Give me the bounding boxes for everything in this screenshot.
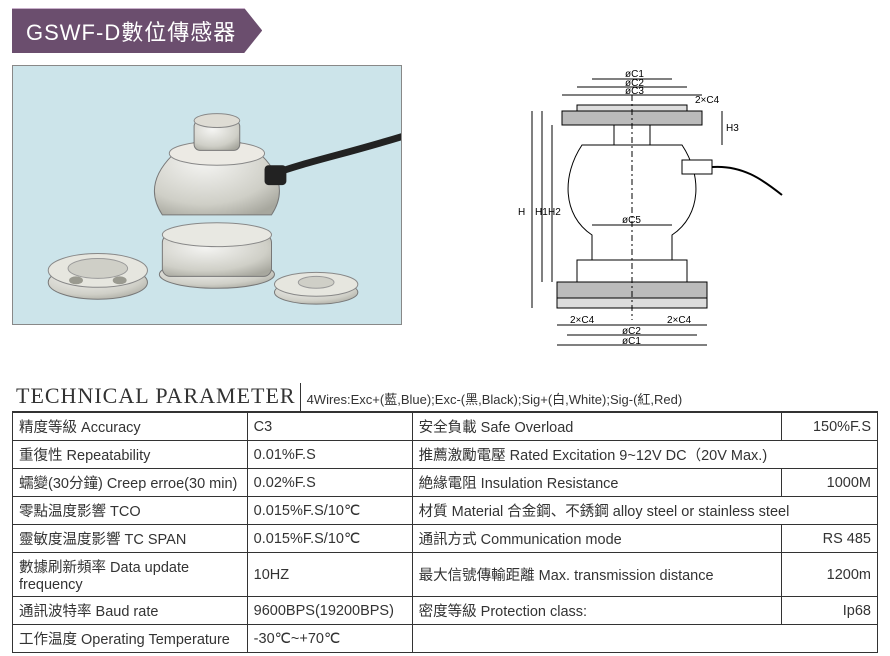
- param-label: 靈敏度温度影響 TC SPAN: [13, 525, 248, 553]
- top-row: øC1 øC2 øC3 2×C4 H H1 H2 H3 øC5: [12, 65, 878, 365]
- param-value: 1200m: [782, 553, 878, 597]
- table-row: 工作温度 Operating Temperature-30℃~+70℃: [13, 625, 878, 653]
- table-row: 靈敏度温度影響 TC SPAN0.015%F.S/10℃通訊方式 Communi…: [13, 525, 878, 553]
- empty-cell: [412, 625, 877, 653]
- param-label: 零點温度影響 TCO: [13, 497, 248, 525]
- param-label: 密度等級 Protection class:: [412, 597, 781, 625]
- dim-2xc4-top: 2×C4: [695, 95, 720, 106]
- param-value: 0.015%F.S/10℃: [247, 497, 412, 525]
- param-value: C3: [247, 413, 412, 441]
- param-label: 最大信號傳輸距離 Max. transmission distance: [412, 553, 781, 597]
- dim-h2: H2: [548, 207, 561, 218]
- table-row: 重復性 Repeatability0.01%F.S推薦激勵電壓 Rated Ex…: [13, 441, 878, 469]
- param-label: 材質 Material 合金鋼、不銹鋼 alloy steel or stain…: [412, 497, 877, 525]
- param-value: 0.01%F.S: [247, 441, 412, 469]
- dim-oc5: øC5: [622, 215, 641, 226]
- param-label: 絶緣電阻 Insulation Resistance: [412, 469, 781, 497]
- param-label: 推薦激勵電壓 Rated Excitation 9~12V DC（20V Max…: [412, 441, 877, 469]
- param-value: -30℃~+70℃: [247, 625, 412, 653]
- dim-2xc4-br: 2×C4: [667, 315, 692, 326]
- dim-oc3-top: øC3: [625, 86, 644, 97]
- technical-drawing: øC1 øC2 øC3 2×C4 H H1 H2 H3 øC5: [442, 65, 822, 365]
- parameter-title: TECHNICAL PARAMETER: [12, 383, 301, 411]
- param-value: Ip68: [782, 597, 878, 625]
- wires-note: 4Wires:Exc+(藍,Blue);Exc-(黑,Black);Sig+(白…: [301, 389, 683, 411]
- param-label: 通訊方式 Communication mode: [412, 525, 781, 553]
- dim-h3: H3: [726, 123, 739, 134]
- drawing-svg: øC1 øC2 øC3 2×C4 H H1 H2 H3 øC5: [442, 65, 822, 365]
- dim-oc1-bot: øC1: [622, 336, 641, 347]
- page-title: GSWF-D數位傳感器: [26, 20, 236, 45]
- dim-h1: H1: [535, 207, 548, 218]
- product-photo: [12, 65, 402, 325]
- param-value: 0.015%F.S/10℃: [247, 525, 412, 553]
- param-value: 10HZ: [247, 553, 412, 597]
- param-label: 工作温度 Operating Temperature: [13, 625, 248, 653]
- param-label: 精度等級 Accuracy: [13, 413, 248, 441]
- dim-h: H: [518, 207, 525, 218]
- param-label: 蠕變(30分鐘) Creep erroe(30 min): [13, 469, 248, 497]
- param-value: 9600BPS(19200BPS): [247, 597, 412, 625]
- param-label: 安全負載 Safe Overload: [412, 413, 781, 441]
- table-row: 精度等級 AccuracyC3安全負載 Safe Overload150%F.S: [13, 413, 878, 441]
- param-label: 數據刷新頻率 Data update frequency: [13, 553, 248, 597]
- param-value: 1000M: [782, 469, 878, 497]
- parameter-header: TECHNICAL PARAMETER 4Wires:Exc+(藍,Blue);…: [12, 383, 878, 412]
- dim-2xc4-bl: 2×C4: [570, 315, 595, 326]
- param-value: 150%F.S: [782, 413, 878, 441]
- param-value: 0.02%F.S: [247, 469, 412, 497]
- table-row: 零點温度影響 TCO0.015%F.S/10℃材質 Material 合金鋼、不…: [13, 497, 878, 525]
- parameter-table: 精度等級 AccuracyC3安全負載 Safe Overload150%F.S…: [12, 412, 878, 653]
- param-value: RS 485: [782, 525, 878, 553]
- page-title-bar: GSWF-D數位傳感器: [12, 8, 262, 53]
- param-label: 重復性 Repeatability: [13, 441, 248, 469]
- param-label: 通訊波特率 Baud rate: [13, 597, 248, 625]
- table-row: 數據刷新頻率 Data update frequency10HZ最大信號傳輸距離…: [13, 553, 878, 597]
- table-row: 通訊波特率 Baud rate9600BPS(19200BPS)密度等級 Pro…: [13, 597, 878, 625]
- table-row: 蠕變(30分鐘) Creep erroe(30 min)0.02%F.S絶緣電阻…: [13, 469, 878, 497]
- sensor-illustration: [13, 66, 401, 324]
